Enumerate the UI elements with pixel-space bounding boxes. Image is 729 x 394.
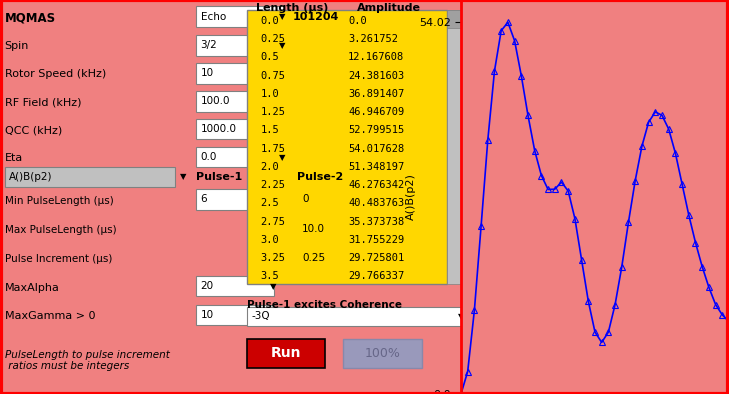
Text: ▼: ▼ [180, 173, 187, 181]
Text: ▼: ▼ [279, 12, 285, 21]
FancyBboxPatch shape [297, 189, 375, 210]
Text: 2.25: 2.25 [260, 180, 286, 190]
FancyBboxPatch shape [196, 276, 274, 296]
Text: Pulse-1 excites Coherence: Pulse-1 excites Coherence [246, 300, 402, 310]
Y-axis label: A()B(p2): A()B(p2) [406, 174, 416, 220]
Text: 46.946709: 46.946709 [348, 107, 405, 117]
Text: 36.891407: 36.891407 [348, 89, 405, 99]
Text: 6: 6 [200, 194, 207, 204]
Text: 0.0: 0.0 [260, 16, 279, 26]
Text: 3.25: 3.25 [260, 253, 286, 263]
Text: 12.167608: 12.167608 [348, 52, 405, 62]
Text: Echo: Echo [200, 11, 226, 22]
FancyBboxPatch shape [246, 339, 325, 368]
Text: MaxGamma > 0: MaxGamma > 0 [4, 311, 95, 322]
Text: 54.017628: 54.017628 [348, 143, 405, 154]
Text: Length (μs): Length (μs) [256, 3, 328, 13]
FancyBboxPatch shape [196, 305, 274, 325]
Text: 0.0: 0.0 [348, 16, 367, 26]
FancyBboxPatch shape [196, 119, 293, 139]
Text: 24.381603: 24.381603 [348, 71, 405, 80]
Text: 20: 20 [200, 281, 214, 291]
Text: 3.0: 3.0 [260, 235, 279, 245]
Text: Spin: Spin [4, 41, 29, 52]
Text: 0.25: 0.25 [302, 253, 325, 263]
FancyBboxPatch shape [4, 167, 175, 187]
Text: 1.0: 1.0 [260, 89, 279, 99]
Text: Min PulseLength (μs): Min PulseLength (μs) [4, 196, 114, 206]
FancyBboxPatch shape [196, 6, 284, 27]
Text: 51.348197: 51.348197 [348, 162, 405, 172]
Text: Pulse-1: Pulse-1 [196, 172, 242, 182]
Text: QCC (kHz): QCC (kHz) [4, 125, 62, 136]
Text: 100%: 100% [364, 347, 400, 360]
Text: 0.5: 0.5 [260, 52, 279, 62]
Text: A()B(p2): A()B(p2) [9, 172, 52, 182]
FancyBboxPatch shape [196, 63, 293, 84]
Text: Run: Run [270, 346, 301, 361]
Text: ▼: ▼ [279, 153, 285, 162]
Text: 2.5: 2.5 [260, 198, 279, 208]
FancyBboxPatch shape [297, 219, 375, 239]
FancyBboxPatch shape [196, 189, 274, 210]
Text: RF Field (kHz): RF Field (kHz) [4, 97, 81, 108]
Text: PulseLength to pulse increment
 ratios must be integers: PulseLength to pulse increment ratios mu… [4, 350, 169, 371]
Text: 3.261752: 3.261752 [348, 34, 398, 44]
Text: 10.0: 10.0 [302, 224, 325, 234]
Text: 10: 10 [200, 68, 214, 78]
Text: 1.5: 1.5 [260, 125, 279, 135]
Text: MaxAlpha: MaxAlpha [4, 282, 60, 293]
Text: Pulse-2: Pulse-2 [297, 172, 343, 182]
Text: Eta: Eta [4, 153, 23, 164]
Text: Rotor Speed (kHz): Rotor Speed (kHz) [4, 69, 106, 80]
FancyBboxPatch shape [447, 10, 464, 284]
Text: 10: 10 [200, 310, 214, 320]
Text: 29.725801: 29.725801 [348, 253, 405, 263]
FancyBboxPatch shape [196, 35, 284, 56]
FancyBboxPatch shape [196, 147, 284, 167]
Text: Amplitude: Amplitude [357, 3, 421, 13]
Text: 0.25: 0.25 [260, 34, 286, 44]
Text: Pulse Increment (μs): Pulse Increment (μs) [4, 254, 112, 264]
Text: 1000.0: 1000.0 [200, 124, 236, 134]
Text: Max PulseLength (μs): Max PulseLength (μs) [4, 225, 116, 236]
Text: 2.0: 2.0 [260, 162, 279, 172]
Text: 100.0: 100.0 [200, 96, 230, 106]
FancyBboxPatch shape [447, 10, 464, 28]
Text: Pulse-2: Pulse-2 [256, 0, 302, 3]
FancyBboxPatch shape [246, 10, 447, 284]
FancyBboxPatch shape [196, 91, 293, 112]
Text: 101204: 101204 [293, 11, 339, 22]
Text: 29.766337: 29.766337 [348, 271, 405, 281]
Text: ▼: ▼ [270, 282, 276, 290]
Text: 3.5: 3.5 [260, 271, 279, 281]
Text: MQMAS: MQMAS [4, 11, 55, 24]
FancyBboxPatch shape [343, 339, 422, 368]
Text: 0.75: 0.75 [260, 71, 286, 80]
Text: -3Q: -3Q [252, 311, 270, 322]
Text: 3/2: 3/2 [200, 40, 217, 50]
Text: 1.25: 1.25 [260, 107, 286, 117]
FancyBboxPatch shape [297, 247, 375, 268]
Text: 0.0: 0.0 [200, 152, 217, 162]
Text: ▼: ▼ [458, 312, 464, 321]
Text: 52.799515: 52.799515 [348, 125, 405, 135]
Text: ▼: ▼ [279, 41, 285, 50]
Text: 35.373738: 35.373738 [348, 217, 405, 227]
Text: 31.755229: 31.755229 [348, 235, 405, 245]
Text: 46.276342: 46.276342 [348, 180, 405, 190]
Text: Echo: Echo [357, 0, 387, 3]
Text: 40.483763: 40.483763 [348, 198, 405, 208]
Text: 2.75: 2.75 [260, 217, 286, 227]
FancyBboxPatch shape [246, 307, 464, 326]
Text: 1.75: 1.75 [260, 143, 286, 154]
Text: 0: 0 [302, 194, 308, 204]
